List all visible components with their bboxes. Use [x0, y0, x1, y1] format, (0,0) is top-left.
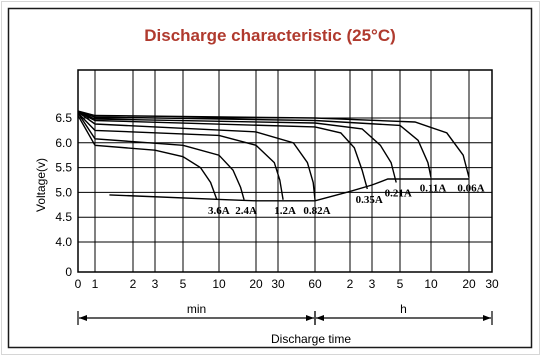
x-tick-label: 2 [347, 277, 354, 291]
y-tick-label: 5.5 [55, 161, 72, 175]
range-arrow-left [316, 315, 324, 321]
x-tick-label: 5 [397, 277, 404, 291]
range-arrow-right [483, 315, 491, 321]
discharge-curve [77, 111, 316, 200]
x-tick-label: 5 [180, 277, 187, 291]
series-label: 3.6A [208, 205, 230, 217]
series-label: 0.11A [420, 183, 447, 195]
y-tick-label: 6.5 [55, 111, 72, 125]
series-label: 2.4A [235, 205, 257, 217]
y-tick-label: 4.5 [55, 210, 72, 224]
x-tick-label: 30 [271, 277, 285, 291]
series-label: 1.2A [274, 205, 296, 217]
plot-area: 04.04.55.05.56.06.50 1 2 3 5 10 20 30 60 2 3 5 10 20 3… [55, 69, 499, 325]
series-label: 0.82A [303, 205, 330, 217]
y-axis-label: Voltage(v) [34, 158, 48, 212]
range-arrow-left [79, 315, 87, 321]
series-label: 0.35A [356, 194, 383, 206]
discharge-curve [77, 110, 397, 183]
y-tick-label: 6.0 [55, 136, 72, 150]
plot-border [77, 69, 493, 273]
x-tick-label: 2 [130, 277, 137, 291]
range-label: h [400, 302, 407, 316]
x-axis-label: Discharge time [271, 332, 351, 346]
discharge-curve [77, 115, 218, 201]
discharge-curve [77, 111, 368, 190]
end-voltage-line [109, 178, 469, 202]
series-label: 0.21A [385, 187, 412, 199]
x-tick-label: 0 [75, 277, 82, 291]
y-tick-label: 4.0 [55, 235, 72, 249]
x-tick-label: 30 [485, 277, 499, 291]
range-label: min [187, 302, 206, 316]
y-tick-label: 0 [65, 265, 72, 279]
discharge-curve [77, 110, 470, 178]
discharge-curve [77, 112, 284, 200]
discharge-curve [77, 110, 432, 178]
y-tick-label: 5.0 [55, 185, 72, 199]
x-tick-label: 3 [152, 277, 159, 291]
range-arrow-right [306, 315, 314, 321]
inner-border [7, 7, 533, 349]
x-tick-label: 60 [308, 277, 322, 291]
x-tick-label: 20 [249, 277, 263, 291]
x-tick-label: 10 [212, 277, 226, 291]
x-tick-label: 20 [462, 277, 476, 291]
x-tick-label: 1 [92, 277, 99, 291]
series-label: 0.06A [457, 183, 484, 195]
discharge-curve [77, 112, 245, 200]
x-tick-label: 3 [369, 277, 376, 291]
x-tick-label: 10 [424, 277, 438, 291]
chart-title: Discharge characteristic (25°C) [144, 26, 396, 45]
